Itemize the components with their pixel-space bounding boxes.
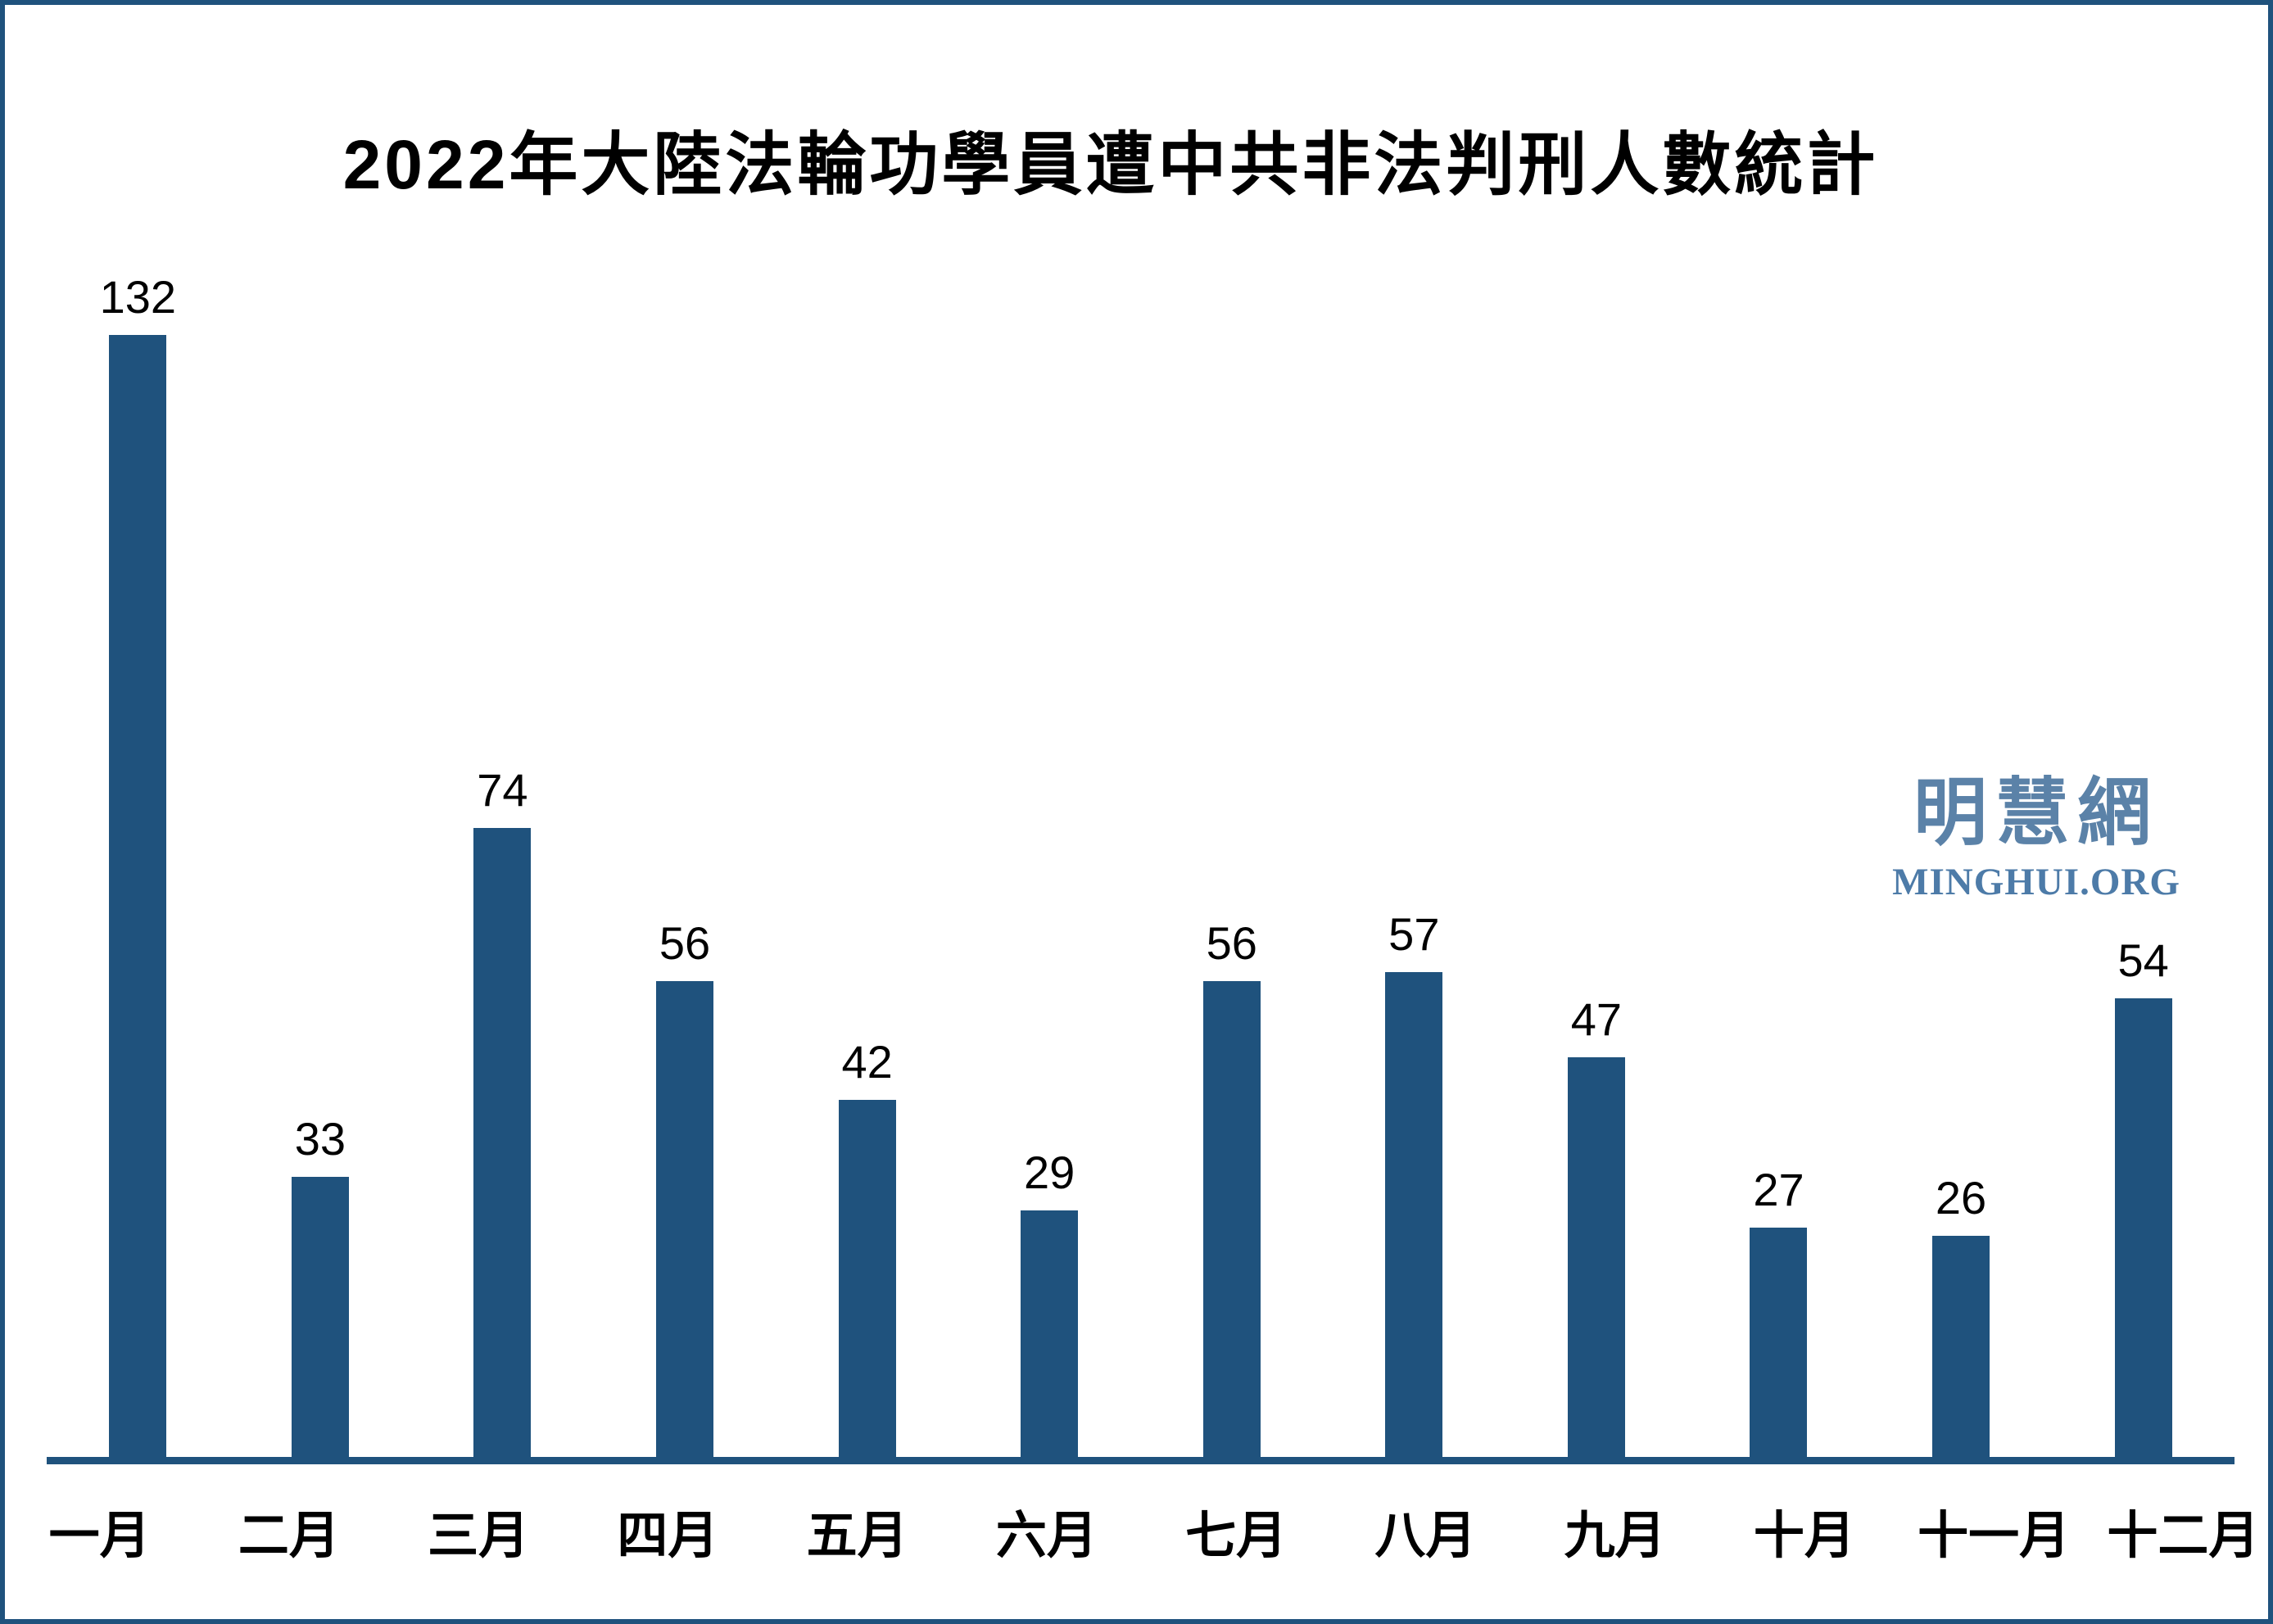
bar-group-一月: 132 (47, 5, 229, 1457)
bar-value-label: 26 (1935, 1172, 1987, 1224)
bar-value-label: 56 (1206, 917, 1257, 969)
month-label: 四月 (617, 1508, 719, 1564)
month-label: 十二月 (2107, 1508, 2260, 1564)
bar-value-label: 47 (1570, 993, 1623, 1045)
bar (1932, 1236, 1990, 1457)
bar-value-label: 56 (659, 917, 711, 969)
bar (109, 335, 167, 1457)
plot-area: 132 33 74 56 42 29 56 57 47 27 26 54 (47, 5, 2235, 1457)
watermark-minghui-cjk: 明慧網 (1913, 772, 2159, 854)
month-label: 十一月 (1918, 1508, 2071, 1564)
bar-group-二月: 33 (229, 5, 412, 1457)
bar (1202, 981, 1261, 1457)
month-label: 六月 (995, 1508, 1098, 1564)
bar-group-五月: 42 (776, 5, 958, 1457)
bar-group-八月: 57 (1323, 5, 1506, 1457)
bar (473, 828, 532, 1457)
bar-value-label: 33 (294, 1113, 346, 1165)
x-axis-line (47, 1457, 2235, 1464)
bar (656, 981, 714, 1457)
x-axis-labels: 一月 二月 三月 四月 五月 六月 七月 八月 九月 十月 十一月 十二月 (5, 1494, 2268, 1567)
bar-group-七月: 56 (1140, 5, 1323, 1457)
month-label: 一月 (48, 1508, 151, 1564)
month-label: 九月 (1564, 1508, 1666, 1564)
bar (291, 1177, 349, 1457)
bar-group-十二月: 54 (2052, 5, 2235, 1457)
bar (838, 1100, 896, 1457)
chart-title: 2022年大陸法輪功學員遭中共非法判刑人數統計 (342, 126, 1879, 203)
bar-value-label: 42 (841, 1036, 893, 1088)
month-label: 八月 (1374, 1508, 1477, 1564)
bar-group-九月: 47 (1506, 5, 1688, 1457)
bar-value-label: 74 (477, 764, 528, 816)
bar (1021, 1210, 1079, 1457)
month-label: 三月 (428, 1508, 530, 1564)
bar-value-label: 57 (1388, 908, 1440, 960)
watermark-minghui-url: MINGHUI.ORG (1892, 861, 2180, 903)
bar-value-label: 29 (1024, 1147, 1075, 1198)
month-label: 二月 (238, 1508, 340, 1564)
bar-group-十一月: 26 (1870, 5, 2053, 1457)
bar-group-四月: 56 (594, 5, 777, 1457)
month-label: 五月 (806, 1508, 908, 1564)
bar (1567, 1057, 1625, 1457)
bar-value-label: 132 (99, 271, 176, 323)
bar (1385, 972, 1443, 1457)
month-label: 七月 (1185, 1508, 1288, 1564)
bar-group-六月: 29 (958, 5, 1141, 1457)
bar (1750, 1228, 1808, 1457)
watermark: 明慧網 MINGHUI.ORG (1872, 776, 2200, 902)
month-label: 十月 (1753, 1508, 1855, 1564)
bar-value-label: 54 (2117, 934, 2169, 986)
bar-group-三月: 74 (411, 5, 594, 1457)
bar-group-十月: 27 (1687, 5, 1870, 1457)
bar-value-label: 27 (1753, 1164, 1804, 1215)
bar (2114, 998, 2172, 1457)
